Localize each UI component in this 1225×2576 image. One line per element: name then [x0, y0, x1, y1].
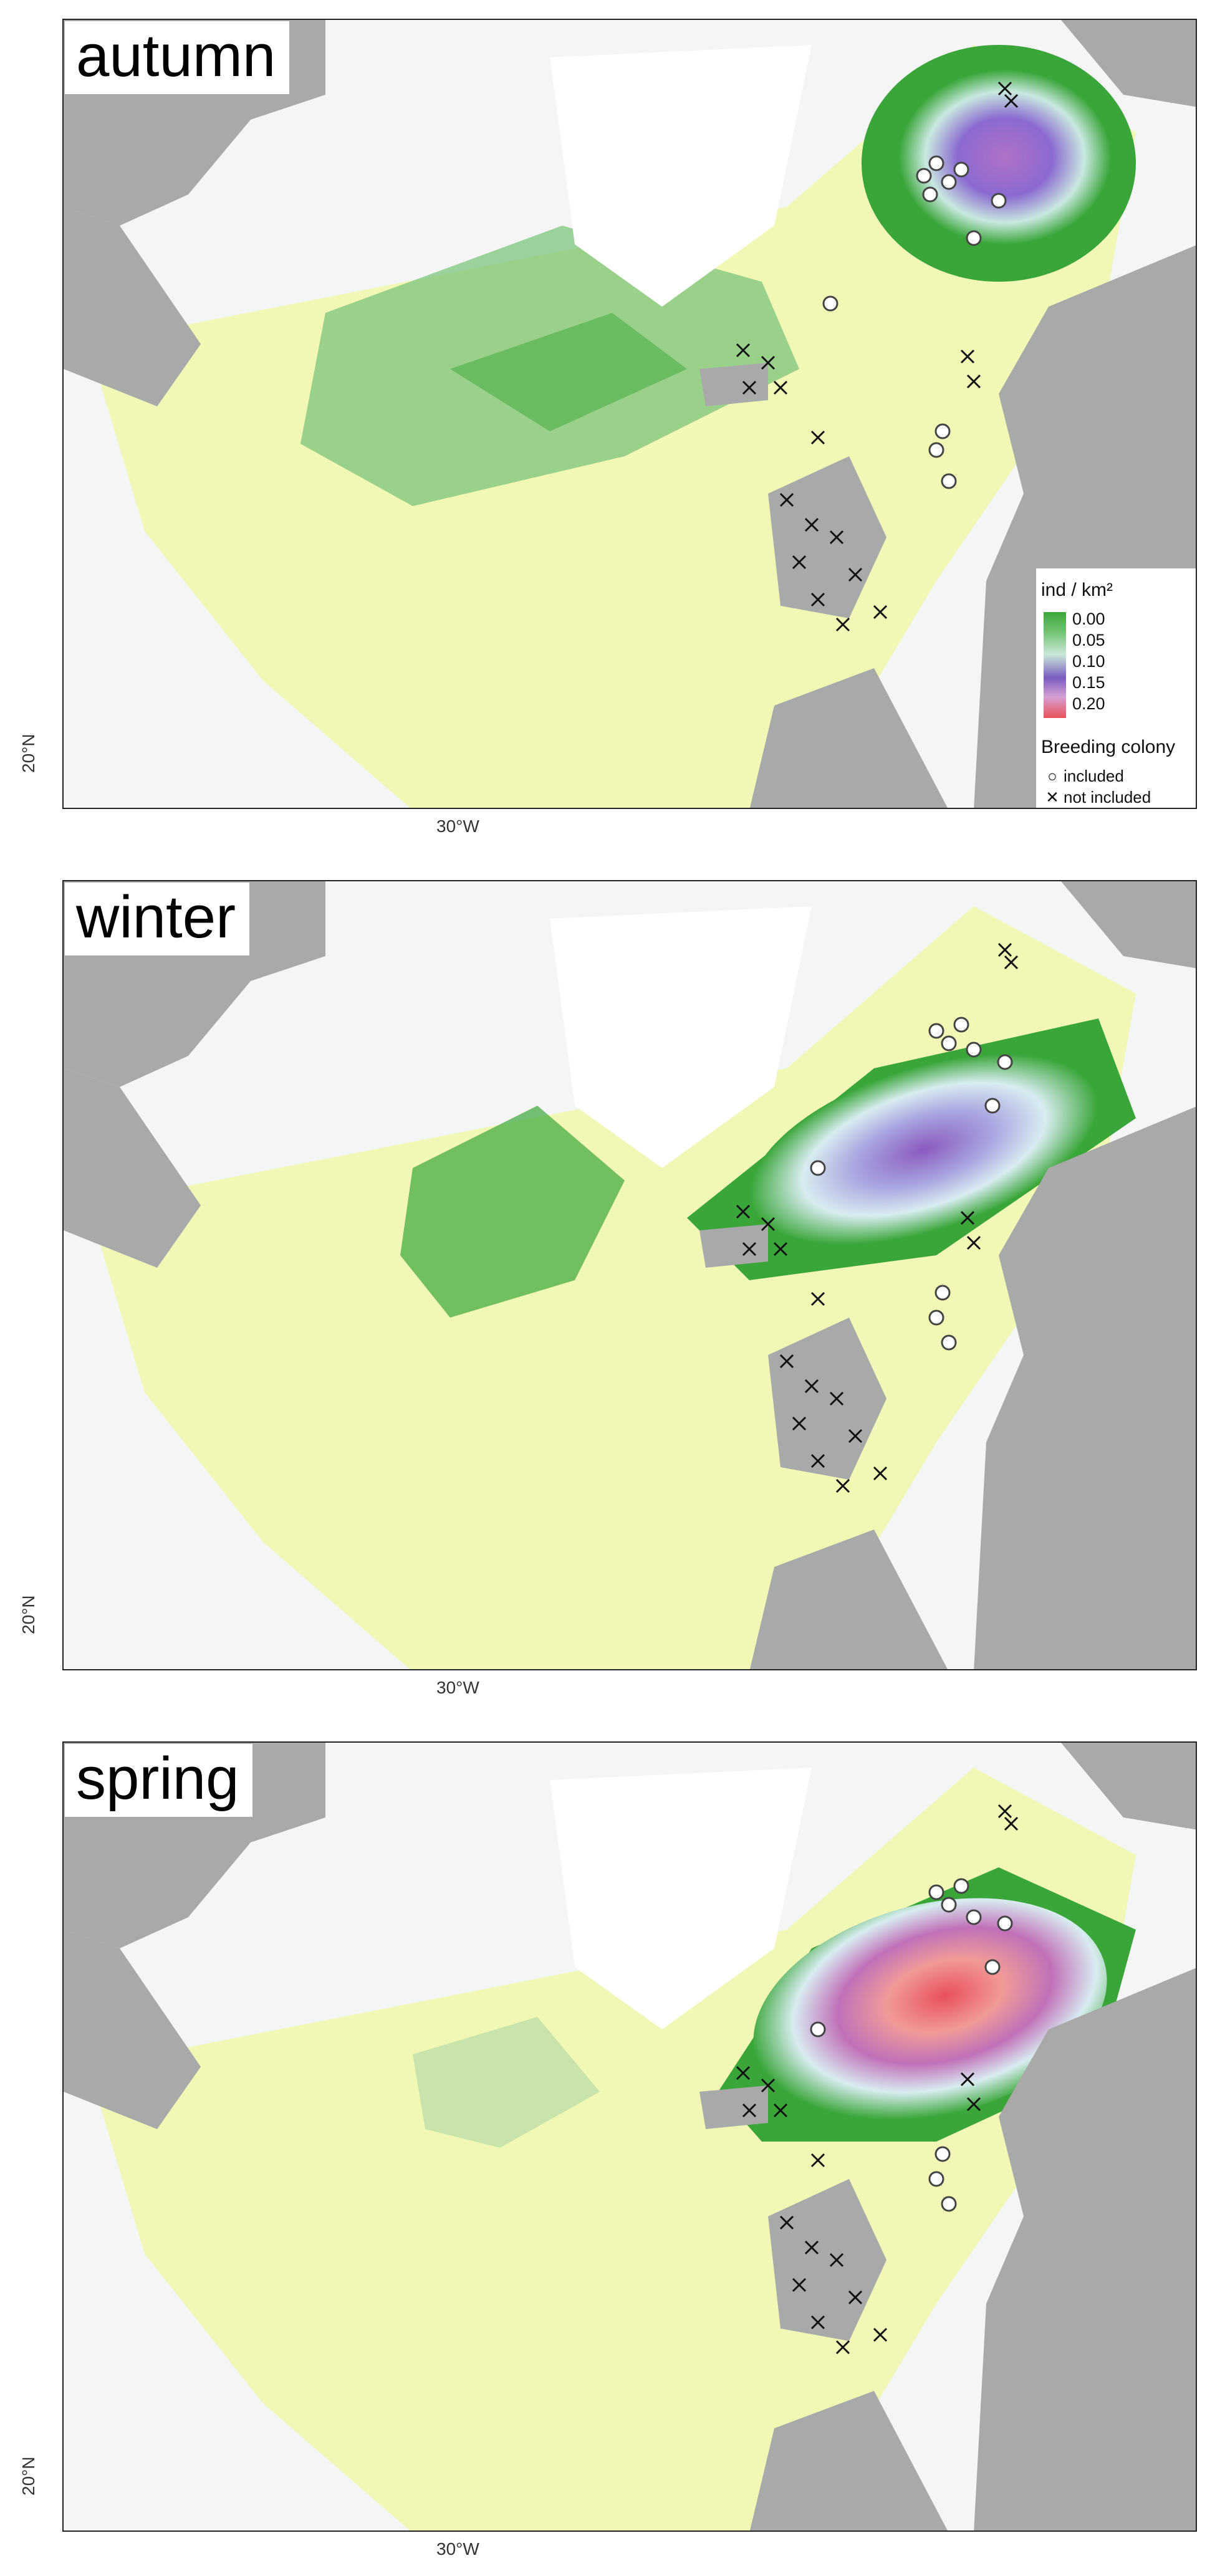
land-russia	[1061, 881, 1196, 969]
legend-color-bar	[1044, 612, 1066, 718]
colonies-included	[810, 1878, 1013, 2212]
cross-icon: ✕	[1045, 788, 1059, 807]
land-iceland	[699, 1224, 768, 1268]
legend-tick: 0.20	[1072, 694, 1105, 713]
land-scandinavia-europe	[974, 1968, 1196, 2531]
density-green-core	[450, 313, 687, 431]
map-canvas	[64, 881, 1196, 1669]
land-british-isles	[768, 456, 886, 618]
circle-icon: ○	[1047, 767, 1057, 785]
lat-label: 20°N	[19, 1595, 38, 1634]
season-title: spring	[65, 1744, 253, 1817]
lon-label: 30°W	[436, 1678, 479, 1697]
ice-greenland	[550, 45, 812, 307]
lat-label: 20°N	[19, 734, 38, 773]
map-panel-spring: spring	[62, 1741, 1197, 2532]
map-panel-winter: winter	[62, 880, 1197, 1670]
density-hotspot	[750, 1054, 1098, 1245]
legend-colony-title: Breeding colony	[1041, 737, 1176, 757]
legend-label: not included	[1064, 788, 1151, 807]
legend-label: included	[1064, 767, 1124, 785]
legend: ind / km² 0.00 0.05 0.10 0.15 0.20 Breed…	[1036, 568, 1196, 808]
land-labrador	[64, 207, 201, 406]
colonies-not-included	[736, 81, 1019, 632]
ice-greenland	[550, 906, 812, 1168]
legend-tick: 0.05	[1072, 631, 1105, 649]
colonies-not-included	[736, 1804, 1019, 2355]
map-panel-autumn: autumn ind / km² 0.00 0.05 0.10 0.15 0.2…	[62, 19, 1197, 809]
map-canvas	[64, 1743, 1196, 2531]
land-iberia	[749, 2391, 948, 2531]
legend-item-not-included: ✕ not included	[1045, 788, 1151, 807]
legend-tick: 0.15	[1072, 673, 1105, 692]
land-russia	[1061, 1743, 1196, 1830]
density-hotspot	[899, 70, 1111, 244]
density-green-core	[400, 1106, 625, 1318]
legend-tick: 0.10	[1072, 652, 1105, 671]
ice-greenland	[550, 1768, 812, 2029]
land-iceland	[699, 2085, 768, 2129]
land-iberia	[749, 1530, 948, 1669]
land-british-isles	[768, 1318, 886, 1480]
density-hotspot	[753, 1898, 1107, 2124]
land-labrador	[64, 1068, 201, 1268]
season-title: autumn	[65, 21, 290, 94]
land-iberia	[749, 668, 948, 808]
lon-label: 30°W	[436, 816, 479, 836]
legend-tick: 0.00	[1072, 610, 1105, 628]
land-labrador	[64, 1930, 201, 2129]
legend-title: ind / km²	[1041, 580, 1113, 600]
land-russia	[1061, 20, 1196, 107]
legend-item-included: ○ included	[1045, 767, 1124, 786]
lat-label: 20°N	[19, 2456, 38, 2496]
colonies-not-included	[736, 942, 1019, 1493]
land-iceland	[699, 363, 768, 406]
density-green-core	[413, 2017, 600, 2148]
land-british-isles	[768, 2179, 886, 2341]
lon-label: 30°W	[436, 2539, 479, 2559]
land-scandinavia-europe	[974, 1106, 1196, 1669]
colonies-included	[822, 155, 1007, 489]
map-canvas	[64, 20, 1196, 808]
colonies-included	[810, 1017, 1013, 1351]
season-title: winter	[65, 883, 250, 955]
